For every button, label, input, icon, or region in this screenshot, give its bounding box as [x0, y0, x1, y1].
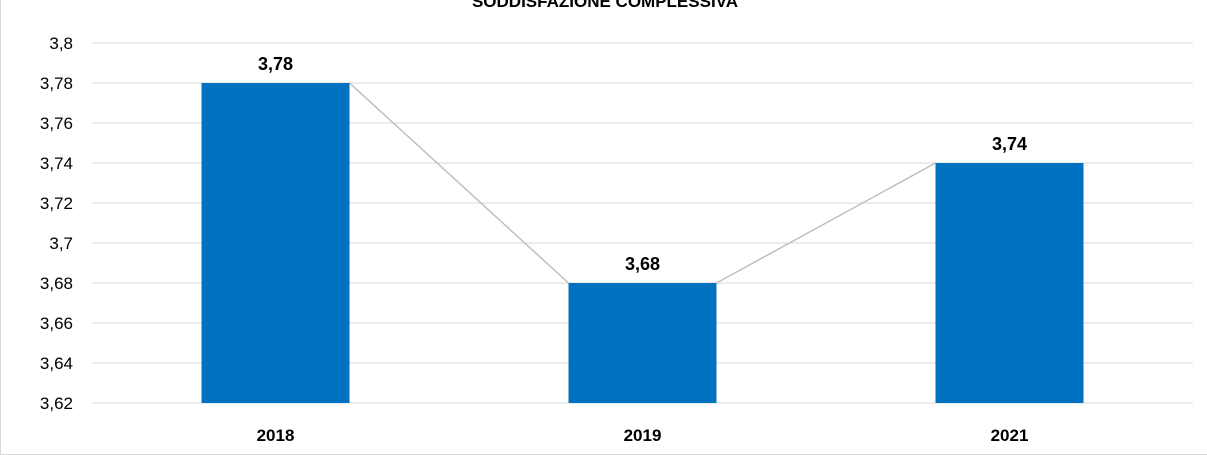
y-tick-label: 3,68	[40, 274, 73, 293]
y-tick-label: 3,66	[40, 314, 73, 333]
y-tick-label: 3,78	[40, 74, 73, 93]
y-tick-label: 3,7	[49, 234, 73, 253]
y-tick-label: 3,64	[40, 354, 73, 373]
connector-line	[716, 162, 936, 284]
chart-title: SODDISFAZIONE COMPLESSIVA	[472, 0, 738, 11]
y-tick-label: 3,76	[40, 114, 73, 133]
data-label: 3,74	[992, 134, 1027, 154]
y-axis-tick-labels: 3,62 3,64 3,66 3,68 3,7 3,72 3,74 3,76 3,78 3,8	[40, 34, 73, 413]
data-label: 3,78	[258, 54, 293, 74]
bar-2019	[568, 283, 717, 403]
y-tick-label: 3,8	[49, 34, 73, 53]
y-tick-label: 3,74	[40, 154, 73, 173]
connector-line	[348, 82, 570, 284]
data-labels: 3,78 3,68 3,74	[258, 54, 1027, 274]
x-tick-label: 2021	[991, 426, 1029, 445]
x-tick-label: 2019	[624, 426, 662, 445]
bars	[201, 83, 1084, 403]
y-tick-label: 3,62	[40, 394, 73, 413]
x-axis-tick-labels: 2018 2019 2021	[257, 426, 1029, 445]
connector-lines	[348, 82, 936, 284]
y-tick-label: 3,72	[40, 194, 73, 213]
x-tick-label: 2018	[257, 426, 295, 445]
bar-2018	[201, 83, 350, 403]
bar-2021	[935, 163, 1084, 403]
data-label: 3,68	[625, 254, 660, 274]
